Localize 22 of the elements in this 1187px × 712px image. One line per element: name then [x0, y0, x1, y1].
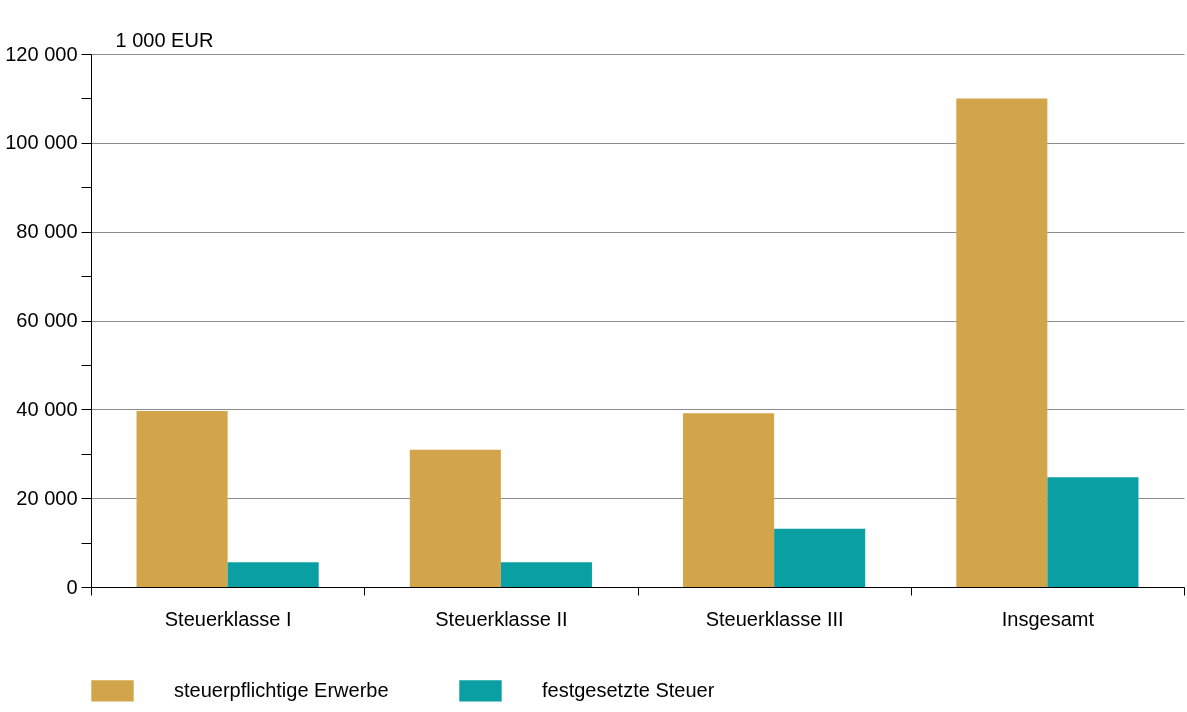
- y-tick-label: 120 000: [5, 42, 78, 65]
- x-tick-label: Steuerklasse II: [435, 607, 568, 630]
- legend-label: steuerpflichtige Erwerbe: [174, 678, 389, 701]
- x-tick-label: Insgesamt: [1001, 607, 1095, 630]
- bar: [956, 98, 1048, 587]
- bar: [683, 413, 775, 587]
- y-tick-label: 80 000: [16, 220, 78, 243]
- y-axis-title: 1 000 EUR: [115, 28, 214, 51]
- y-tick-label: 20 000: [16, 486, 78, 509]
- bar: [1047, 477, 1139, 587]
- y-tick-label: 40 000: [16, 397, 78, 420]
- bar: [136, 411, 228, 587]
- y-tick-label: 0: [66, 575, 78, 598]
- y-tick-label: 60 000: [16, 309, 78, 331]
- x-tick-label: Steuerklasse III: [705, 607, 844, 630]
- bar: [227, 562, 319, 587]
- bar: [500, 562, 592, 587]
- legend-label: festgesetzte Steuer: [542, 678, 715, 701]
- y-tick-label: 100 000: [5, 131, 78, 154]
- bar: [409, 449, 501, 587]
- x-tick-label: Steuerklasse I: [164, 607, 292, 630]
- bar: [774, 528, 866, 587]
